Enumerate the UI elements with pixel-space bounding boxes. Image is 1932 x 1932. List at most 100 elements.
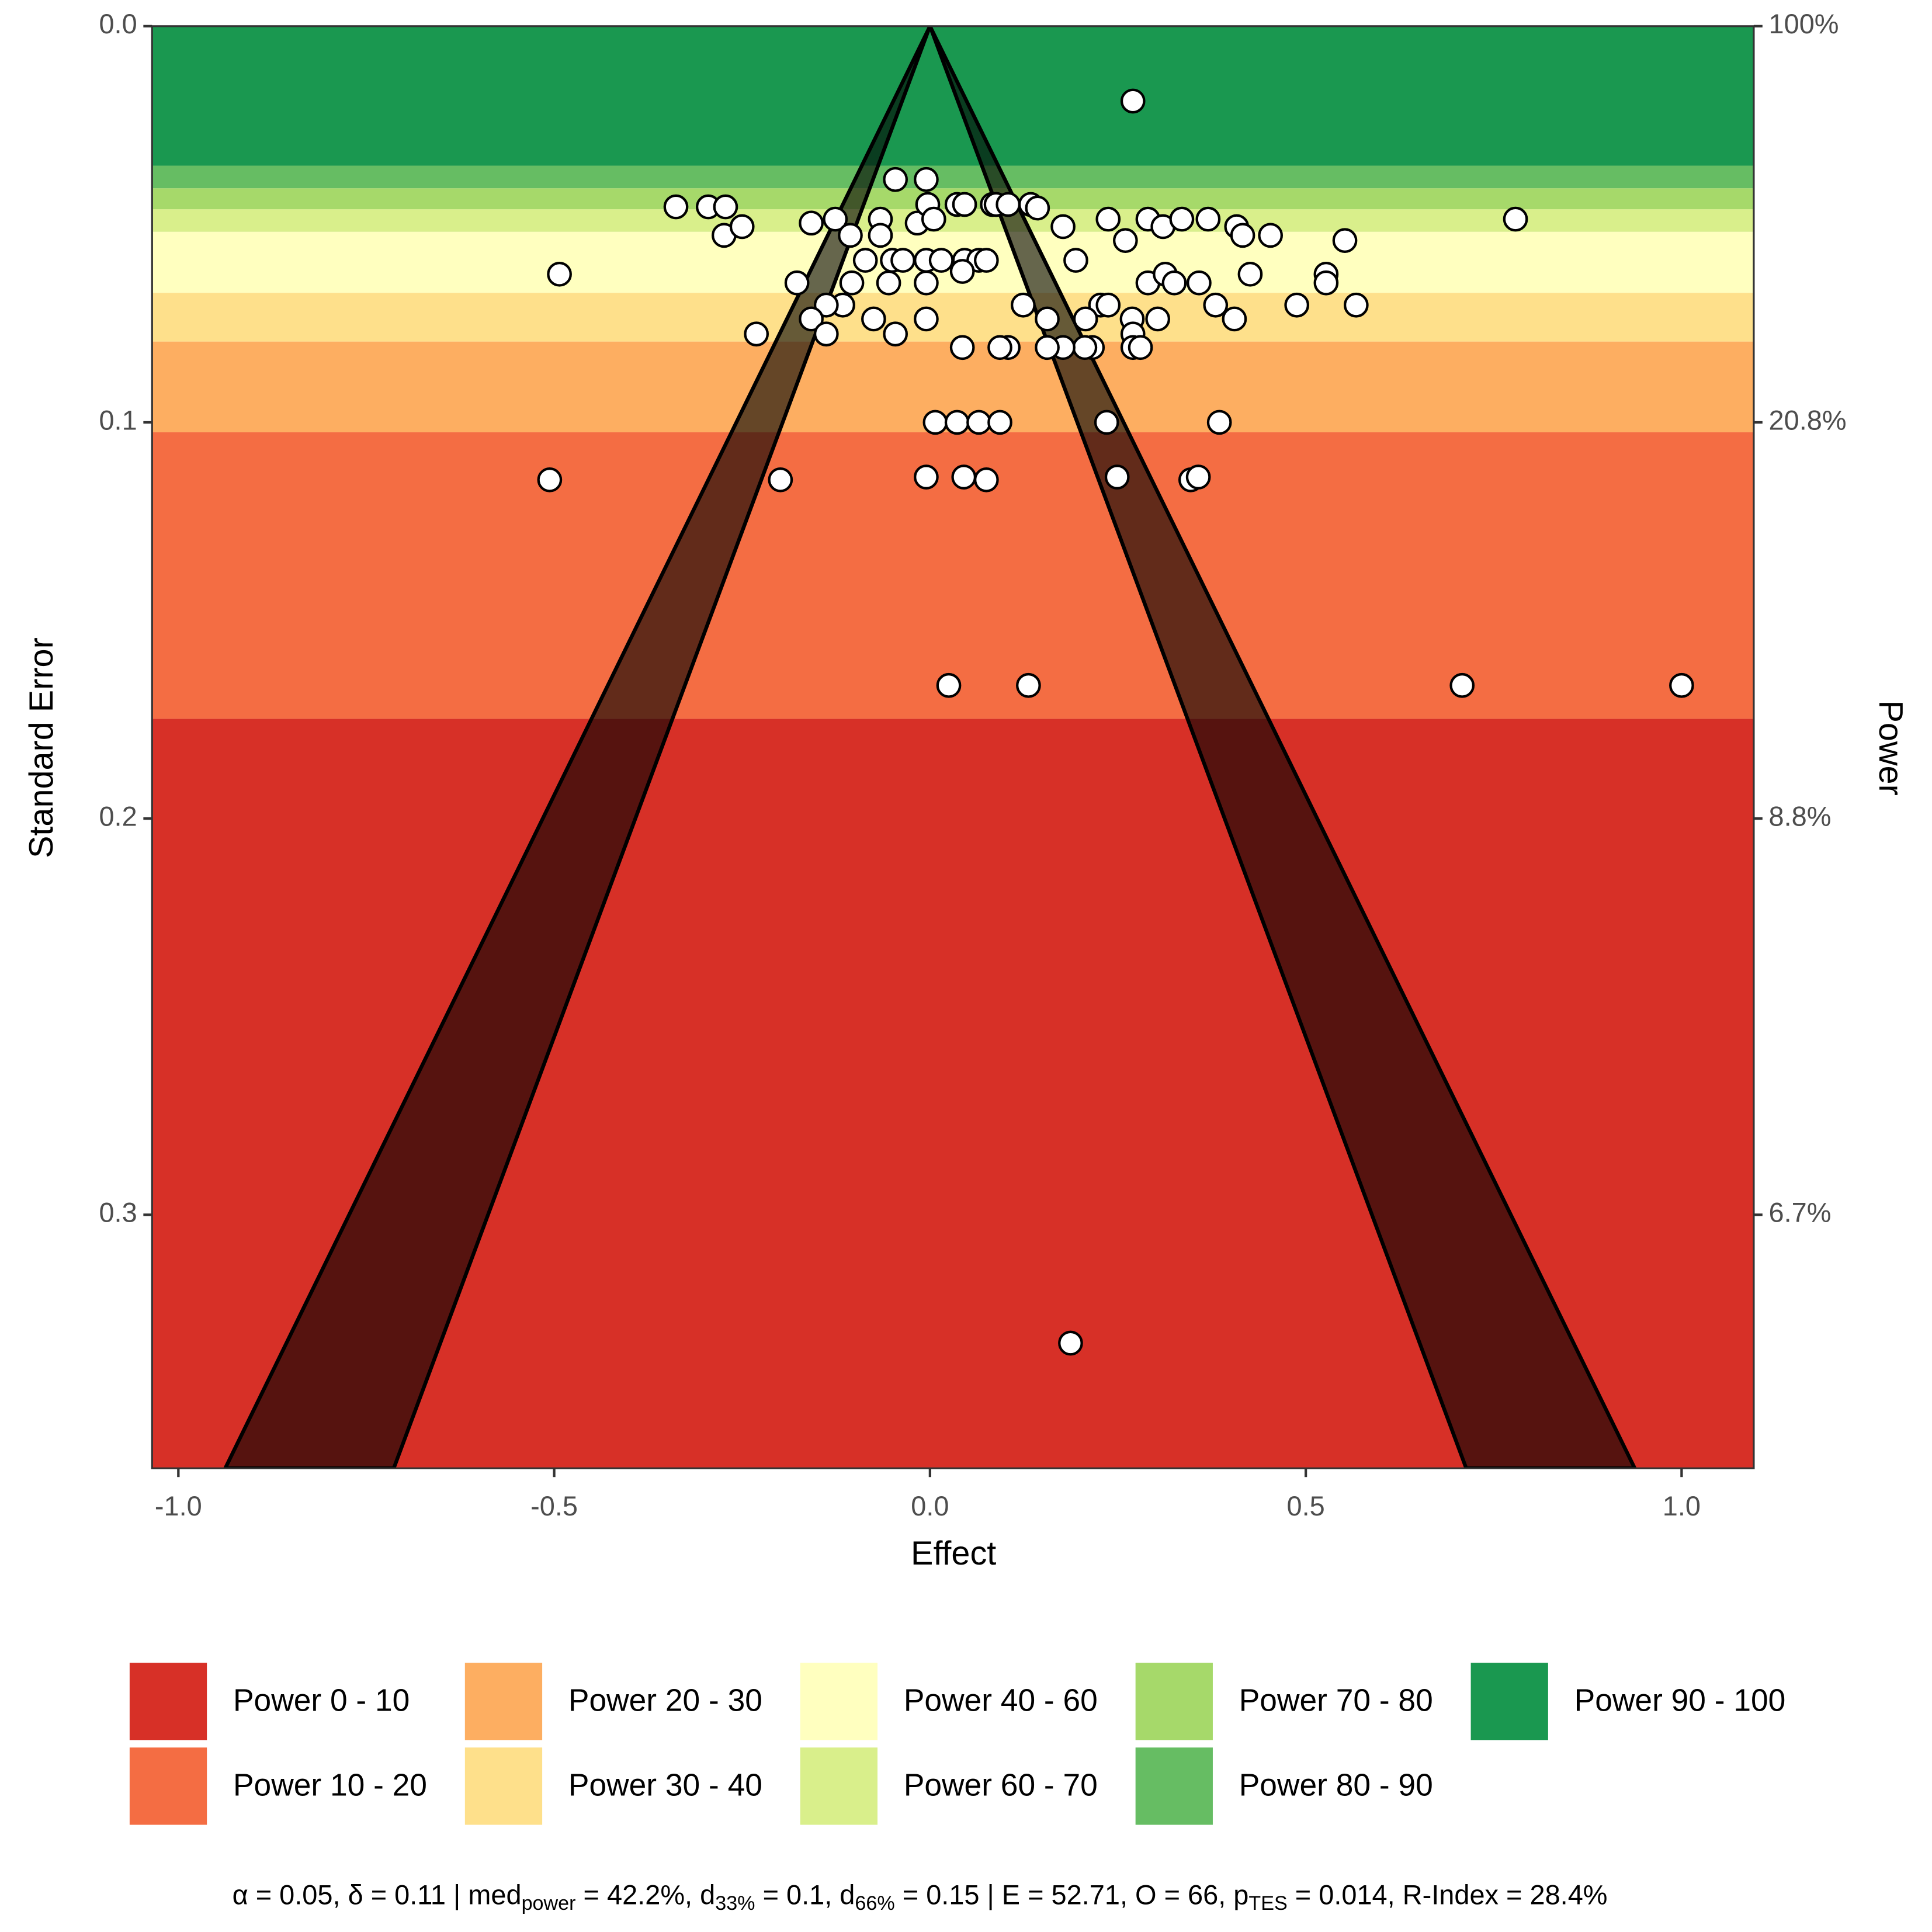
study-point — [1449, 672, 1475, 698]
study-point — [1025, 195, 1050, 221]
study-point — [768, 467, 793, 492]
study-point — [974, 467, 999, 492]
study-point — [883, 167, 908, 192]
study-point — [914, 167, 939, 192]
study-point — [547, 261, 572, 287]
legend-key — [1135, 1747, 1213, 1825]
study-point — [663, 194, 689, 220]
study-point — [922, 410, 948, 435]
study-point — [996, 192, 1021, 217]
footnote-text: α = 0.05, δ = 0.11 | med — [233, 1880, 522, 1910]
study-point — [974, 248, 999, 273]
legend-key — [464, 1663, 543, 1740]
footnote-text: = 0.014, R-Index = 28.4% — [1288, 1880, 1608, 1910]
study-point — [951, 464, 977, 490]
study-point — [1113, 228, 1138, 254]
power-band — [152, 26, 1754, 166]
study-point — [537, 467, 563, 492]
study-point — [1128, 335, 1153, 360]
legend-key — [1470, 1663, 1548, 1740]
study-point — [1185, 464, 1211, 490]
study-point — [1035, 335, 1060, 360]
study-point — [966, 410, 991, 435]
study-point — [952, 192, 977, 217]
y-tick-label: 0.2 — [99, 802, 137, 832]
study-point — [1195, 206, 1221, 232]
legend-key — [464, 1747, 543, 1825]
x-axis-title: Effect — [911, 1535, 996, 1572]
study-point — [1011, 292, 1036, 318]
y2-tick-label: 100% — [1769, 9, 1839, 39]
legend-key — [800, 1663, 878, 1740]
x-tick-label: 0.5 — [1287, 1491, 1325, 1521]
footnote: α = 0.05, δ = 0.11 | medpower = 42.2%, d… — [233, 1880, 1608, 1914]
study-point — [1343, 292, 1369, 318]
study-point — [1050, 214, 1076, 240]
study-point — [839, 270, 865, 296]
study-point — [944, 410, 970, 435]
legend-label: Power 60 - 70 — [904, 1768, 1098, 1803]
study-point — [883, 321, 908, 347]
y2-tick-label: 20.8% — [1769, 405, 1847, 435]
study-point — [1035, 306, 1060, 332]
footnote-subscript: 33% — [715, 1892, 755, 1914]
study-point — [713, 194, 738, 220]
study-point — [729, 214, 755, 240]
footnote-subscript: TES — [1248, 1892, 1287, 1914]
study-point — [876, 270, 901, 296]
y2-tick-label: 6.7% — [1769, 1198, 1832, 1228]
footnote-text: = 0.15 | E = 52.71, O = 66, p — [895, 1880, 1249, 1910]
study-point — [1120, 88, 1146, 114]
legend-label: Power 0 - 10 — [233, 1684, 410, 1718]
study-point — [744, 321, 769, 347]
y-tick-label: 0.1 — [99, 405, 137, 435]
legend-label: Power 40 - 60 — [904, 1684, 1098, 1718]
funnel-region — [928, 26, 1637, 1469]
study-point — [1237, 261, 1263, 287]
legend-key — [1135, 1663, 1213, 1740]
legend-label: Power 10 - 20 — [233, 1768, 427, 1803]
study-point — [1095, 206, 1121, 232]
study-point — [813, 292, 839, 318]
y-axis-title: Standard Error — [23, 637, 60, 858]
legend-key — [129, 1747, 207, 1825]
power-band — [152, 293, 1754, 342]
study-point — [852, 248, 878, 273]
study-point — [1094, 410, 1119, 435]
footnote-subscript: 66% — [855, 1892, 894, 1914]
y2-axis-title: Power — [1872, 700, 1909, 796]
study-point — [1145, 306, 1171, 332]
legend-key — [129, 1663, 207, 1740]
study-point — [1104, 464, 1130, 490]
study-point — [987, 335, 1012, 360]
study-point — [1169, 206, 1195, 232]
study-point — [1222, 306, 1247, 332]
study-point — [1072, 335, 1098, 360]
legend-label: Power 90 - 100 — [1574, 1684, 1786, 1718]
study-point — [1058, 1330, 1083, 1356]
legend-key — [800, 1747, 878, 1825]
study-point — [921, 206, 946, 232]
study-point — [1332, 228, 1358, 254]
power-band — [152, 165, 1754, 189]
study-point — [1258, 223, 1283, 248]
study-point — [1161, 270, 1187, 296]
study-point — [861, 306, 886, 332]
study-point — [914, 464, 939, 490]
study-point — [890, 248, 915, 273]
study-point — [949, 335, 975, 360]
study-point — [799, 306, 824, 332]
study-point — [1284, 292, 1310, 318]
footnote-text: = 42.2%, d — [576, 1880, 716, 1910]
study-point — [1203, 292, 1229, 318]
study-point — [914, 270, 939, 296]
footnote-text: = 0.1, d — [755, 1880, 855, 1910]
study-point — [987, 410, 1012, 435]
study-point — [1063, 248, 1088, 273]
y-tick-label: 0.0 — [99, 9, 137, 39]
study-point — [1095, 292, 1121, 318]
study-point — [1503, 206, 1528, 232]
x-tick-label: 0.0 — [911, 1491, 949, 1521]
